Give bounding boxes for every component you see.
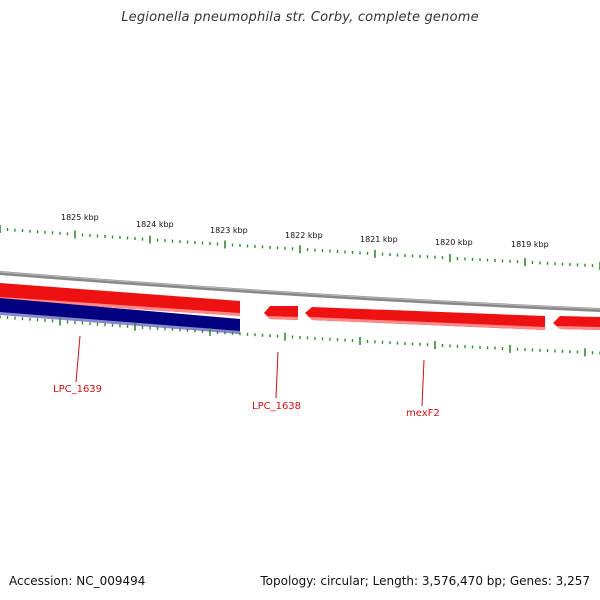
callout-line-lpc-1638 <box>275 351 279 399</box>
genome-backbone <box>0 271 600 312</box>
kbp-label: 1821 kbp <box>360 235 398 244</box>
gene-label-lpc-1639[interactable]: LPC_1639 <box>53 384 102 395</box>
callout-line-lpc-1639 <box>75 335 81 383</box>
kbp-label: 1820 kbp <box>435 238 473 247</box>
feature-mexf2[interactable] <box>305 307 545 330</box>
kbp-label: 1819 kbp <box>511 240 549 249</box>
kbp-label: 1823 kbp <box>210 226 248 235</box>
outer-tick-ruler <box>0 225 600 270</box>
gene-callouts: LPC_1639 LPC_1638 mexF2 <box>53 335 440 419</box>
kbp-labels: 1825 kbp 1824 kbp 1823 kbp 1822 kbp 1821… <box>61 213 549 249</box>
feature-lpc-1639[interactable] <box>0 298 240 334</box>
feature-forward-left[interactable] <box>0 283 240 316</box>
forward-features <box>0 283 600 330</box>
gene-label-mexf2[interactable]: mexF2 <box>406 408 440 419</box>
genome-summary-text: Topology: circular; Length: 3,576,470 bp… <box>260 574 590 588</box>
inner-tick-ruler <box>0 315 600 357</box>
gene-label-lpc-1638[interactable]: LPC_1638 <box>252 401 301 412</box>
kbp-label: 1825 kbp <box>61 213 99 222</box>
map-title: Legionella pneumophila str. Corby, compl… <box>121 10 479 25</box>
accession-text: Accession: NC_009494 <box>9 574 146 588</box>
kbp-label: 1824 kbp <box>136 220 174 229</box>
genome-backbone-highlight <box>0 271 600 310</box>
kbp-label: 1822 kbp <box>285 231 323 240</box>
callout-line-mexf2 <box>421 359 425 407</box>
